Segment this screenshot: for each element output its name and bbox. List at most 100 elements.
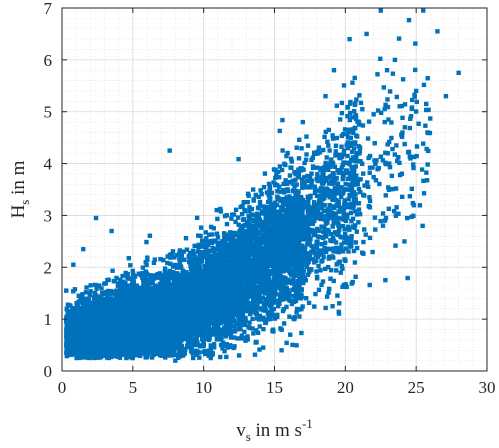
data-points — [64, 8, 461, 363]
data-point — [130, 271, 136, 276]
data-point — [218, 206, 223, 212]
data-point — [110, 309, 116, 315]
data-point — [142, 302, 148, 307]
data-point — [146, 329, 152, 334]
data-point — [129, 346, 134, 351]
data-point — [157, 275, 162, 280]
data-point — [130, 355, 135, 361]
data-point — [142, 316, 147, 321]
data-point — [126, 301, 131, 306]
data-point — [88, 352, 93, 357]
data-point — [94, 319, 99, 325]
data-point — [168, 343, 173, 349]
data-point — [64, 341, 69, 347]
data-point — [128, 263, 133, 268]
data-point — [140, 303, 145, 309]
data-point — [68, 323, 74, 329]
data-point — [99, 353, 105, 358]
data-point — [84, 313, 90, 318]
data-point — [237, 229, 242, 234]
data-point — [161, 280, 167, 286]
data-point — [171, 284, 176, 289]
data-point — [123, 325, 129, 330]
data-point — [155, 297, 161, 302]
data-point — [70, 306, 75, 311]
data-point — [242, 329, 247, 335]
data-point — [152, 319, 157, 325]
data-point — [141, 334, 146, 340]
data-point — [96, 355, 101, 360]
data-point — [137, 323, 143, 329]
data-point — [120, 310, 126, 315]
data-point — [111, 318, 116, 323]
data-point — [94, 296, 99, 301]
data-point — [127, 307, 132, 312]
data-point — [120, 303, 126, 309]
data-point — [188, 272, 193, 277]
data-point — [124, 347, 130, 352]
data-point — [166, 279, 171, 284]
data-point — [217, 250, 223, 255]
data-point — [126, 335, 132, 340]
data-point — [93, 315, 98, 321]
data-point — [130, 284, 135, 289]
data-point — [65, 317, 71, 322]
data-point — [116, 344, 121, 349]
data-point — [65, 345, 70, 350]
data-point — [74, 348, 79, 353]
data-point — [154, 308, 159, 313]
data-point — [137, 300, 142, 305]
data-point — [144, 346, 150, 352]
data-point — [94, 286, 99, 291]
data-point — [114, 303, 119, 309]
data-point — [167, 340, 173, 345]
data-point — [155, 328, 161, 333]
data-point — [115, 292, 120, 298]
data-point — [78, 310, 83, 315]
data-point — [135, 312, 140, 318]
data-point — [64, 328, 70, 334]
data-point — [150, 279, 155, 284]
data-point — [145, 284, 150, 289]
data-point — [133, 285, 138, 290]
data-point — [136, 308, 141, 313]
data-point — [211, 342, 217, 347]
data-point — [147, 309, 152, 314]
data-point — [130, 318, 135, 323]
data-point — [92, 330, 97, 336]
data-point — [118, 309, 123, 314]
data-point — [99, 286, 104, 291]
data-point — [112, 313, 117, 318]
data-point — [68, 314, 74, 320]
data-point — [143, 269, 148, 274]
data-point — [162, 278, 168, 283]
data-point — [137, 321, 143, 326]
data-point — [89, 328, 94, 334]
data-point — [110, 351, 116, 357]
data-point — [158, 345, 163, 350]
data-point — [159, 326, 164, 331]
data-point — [151, 289, 156, 294]
data-point — [129, 291, 134, 296]
data-point — [153, 272, 159, 278]
data-point — [93, 299, 98, 304]
data-point — [228, 232, 234, 238]
data-point — [115, 354, 120, 359]
data-point — [153, 275, 159, 280]
data-point — [240, 307, 245, 312]
data-point — [141, 338, 146, 343]
data-point — [99, 313, 104, 318]
data-point — [142, 295, 147, 301]
data-point — [114, 316, 119, 321]
data-point — [103, 312, 109, 317]
data-point — [108, 296, 113, 302]
data-point — [143, 291, 148, 296]
data-point — [169, 334, 174, 340]
data-point — [88, 324, 93, 329]
data-point — [80, 319, 86, 324]
data-point — [115, 333, 121, 339]
data-point — [165, 345, 171, 351]
data-point — [82, 327, 87, 333]
data-point — [149, 345, 154, 350]
